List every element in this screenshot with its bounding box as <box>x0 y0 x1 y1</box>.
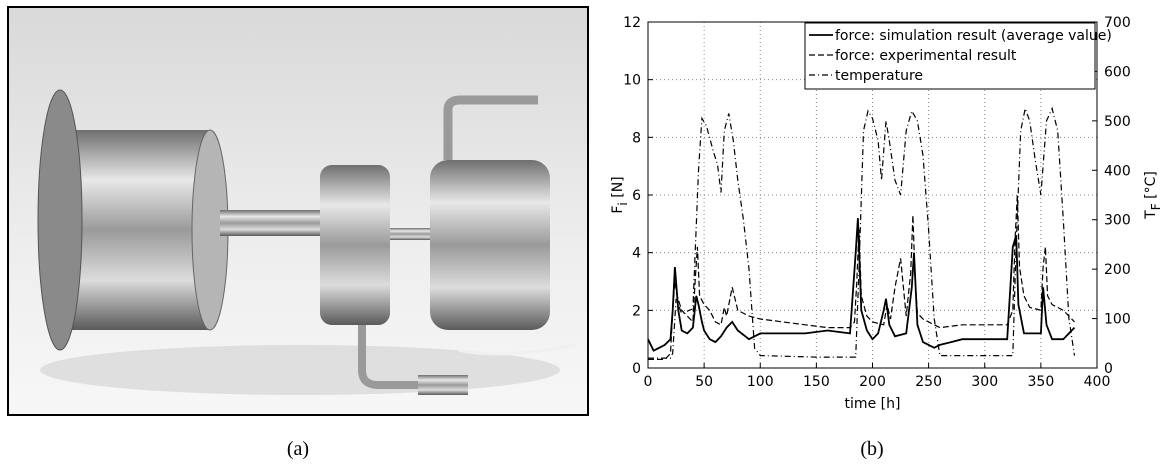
y-tick-label: 0 <box>632 361 641 377</box>
x-tick-label: 300 <box>971 374 998 390</box>
y-tick-label: 8 <box>632 130 641 146</box>
y-tick-label: 6 <box>632 188 641 204</box>
photo <box>7 6 589 416</box>
y-tick-label: 2 <box>632 303 641 319</box>
x-axis-label: time [h] <box>845 396 901 412</box>
x-tick-label: 350 <box>1028 374 1055 390</box>
x-tick-label: 150 <box>803 374 830 390</box>
line-series <box>648 106 1076 359</box>
y-tick-label: 12 <box>623 15 641 31</box>
y2-tick-label: 300 <box>1104 213 1131 229</box>
y2-axis-label: TF [°C] <box>1143 171 1163 220</box>
x-tick-label: 400 <box>1084 374 1111 390</box>
legend-label: force: simulation result (average value) <box>835 28 1112 44</box>
label-part: F <box>610 206 626 214</box>
y2-tick-label: 100 <box>1104 312 1131 328</box>
label-part: i <box>616 202 630 205</box>
plot-frame <box>647 21 1098 369</box>
x-tick-label: 100 <box>747 374 774 390</box>
legend-label: force: experimental result <box>835 48 1017 64</box>
y-axis-label: Fi [N] <box>610 176 630 213</box>
legend-label: temperature <box>835 68 923 84</box>
label-part: F <box>1149 203 1163 210</box>
chart: 0 50 100 150 200 250 300 350 4000246810120100200… <box>610 15 1163 412</box>
x-tick-label: 50 <box>695 374 713 390</box>
panel-label: (b) <box>860 438 883 460</box>
line-series <box>648 194 1075 360</box>
legend-box <box>804 22 1096 90</box>
y2-tick-label: 600 <box>1104 64 1131 80</box>
y-tick-label: 4 <box>632 246 641 262</box>
x-tick-label: 200 <box>859 374 886 390</box>
panel-label: (a) <box>287 438 309 460</box>
x-tick-label: 0 <box>644 374 653 390</box>
y2-tick-label: 0 <box>1104 361 1113 377</box>
y2-tick-label: 700 <box>1104 15 1131 31</box>
y2-tick-label: 500 <box>1104 114 1131 130</box>
y2-tick-label: 200 <box>1104 262 1131 278</box>
label-part: T <box>1143 210 1159 220</box>
y2-tick-label: 400 <box>1104 163 1131 179</box>
label-part: [°C] <box>1143 171 1159 203</box>
x-tick-label: 250 <box>915 374 942 390</box>
y-tick-label: 10 <box>623 73 641 89</box>
label-part: [N] <box>610 176 626 202</box>
